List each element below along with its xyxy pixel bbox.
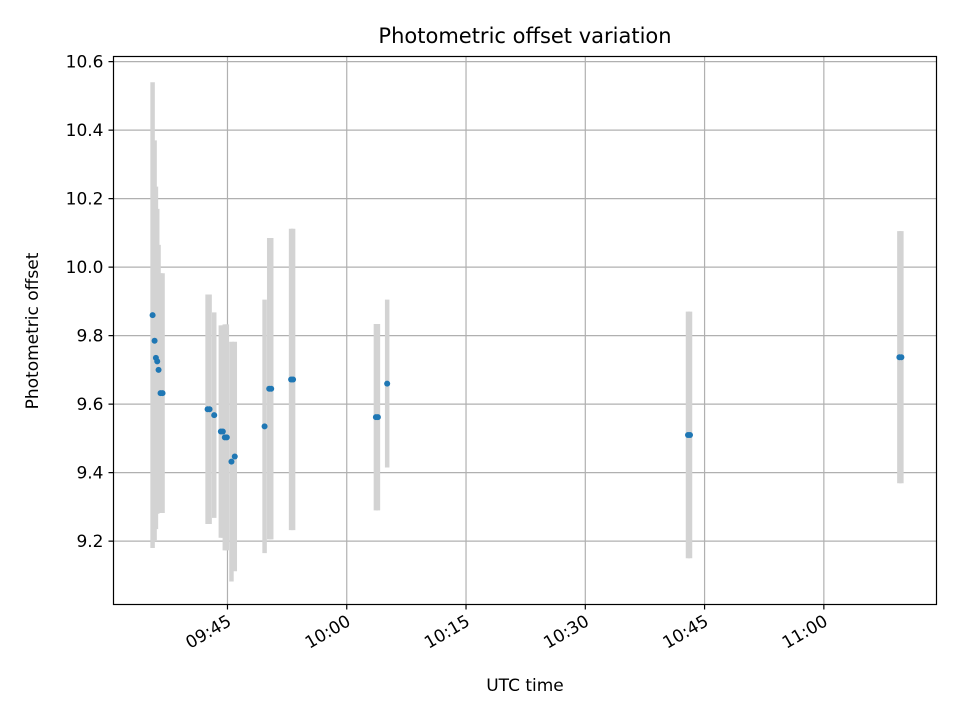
data-point — [374, 414, 381, 421]
data-point — [686, 431, 693, 438]
data-point — [159, 390, 166, 397]
data-point — [231, 453, 238, 460]
data-point — [151, 337, 158, 344]
data-point — [154, 358, 161, 365]
data-points — [149, 312, 905, 465]
data-point — [290, 376, 297, 383]
y-axis-ticks: 9.2 9.4 9.6 9.8 10.0 10.2 10.4 10.6 — [66, 53, 114, 552]
data-point — [219, 428, 226, 435]
y-tick-label: 10.6 — [66, 53, 104, 73]
grid-lines — [113, 56, 937, 605]
chart-title: Photometric offset variation — [378, 24, 671, 48]
y-tick-label: 9.6 — [76, 395, 103, 415]
plot-frame — [112, 55, 938, 606]
data-point — [261, 423, 268, 430]
data-point — [149, 312, 156, 319]
y-axis-label: Photometric offset — [23, 252, 43, 409]
data-point — [384, 380, 391, 387]
y-tick-label: 10.4 — [66, 121, 104, 141]
data-point — [211, 412, 218, 419]
y-tick-label: 9.8 — [76, 327, 103, 347]
data-point — [223, 434, 230, 441]
data-point — [898, 354, 905, 361]
y-tick-label: 10.0 — [66, 258, 104, 278]
data-point — [155, 366, 162, 373]
data-point — [228, 458, 235, 465]
data-point — [206, 406, 213, 413]
y-tick-label: 9.4 — [76, 464, 103, 484]
data-point — [268, 385, 275, 392]
x-axis-label: UTC time — [486, 676, 564, 696]
y-tick-label: 10.2 — [66, 190, 104, 210]
y-tick-label: 9.2 — [76, 532, 103, 552]
